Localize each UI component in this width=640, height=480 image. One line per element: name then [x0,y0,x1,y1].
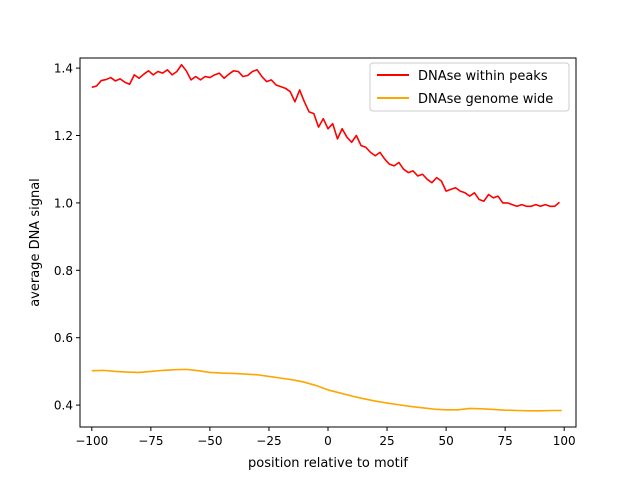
x-tick-label: −50 [197,434,222,448]
y-tick-label: 0.4 [54,399,73,413]
y-tick-label: 1.0 [54,196,73,210]
x-axis-label: position relative to motif [248,456,408,471]
plot-area [80,58,576,427]
y-axis: 0.4 0.6 0.8 1.0 1.2 1.4 [54,62,80,413]
y-tick-label: 1.2 [54,129,73,143]
x-tick-label: 50 [438,434,453,448]
y-tick-label: 1.4 [54,62,73,76]
x-tick-label: 0 [324,434,332,448]
x-axis: −100 −75 −50 −25 0 25 50 75 100 [75,427,576,448]
x-tick-label: −100 [75,434,108,448]
x-tick-label: 75 [498,434,513,448]
series-layer [91,63,562,412]
y-tick-label: 0.6 [54,331,73,345]
legend-label-genome-wide: DNAse genome wide [418,92,553,107]
x-tick-label: −25 [256,434,281,448]
legend: DNAse within peaks DNAse genome wide [369,62,570,112]
series-line-genome-wide [91,368,562,412]
series-line-within-peaks [91,63,560,208]
y-tick-label: 0.8 [54,264,73,278]
x-tick-label: 100 [553,434,576,448]
legend-label-within-peaks: DNAse within peaks [418,69,548,84]
legend-frame [369,62,570,112]
y-axis-label: average DNA signal [28,178,43,307]
x-tick-label: 25 [379,434,394,448]
x-tick-label: −75 [138,434,163,448]
